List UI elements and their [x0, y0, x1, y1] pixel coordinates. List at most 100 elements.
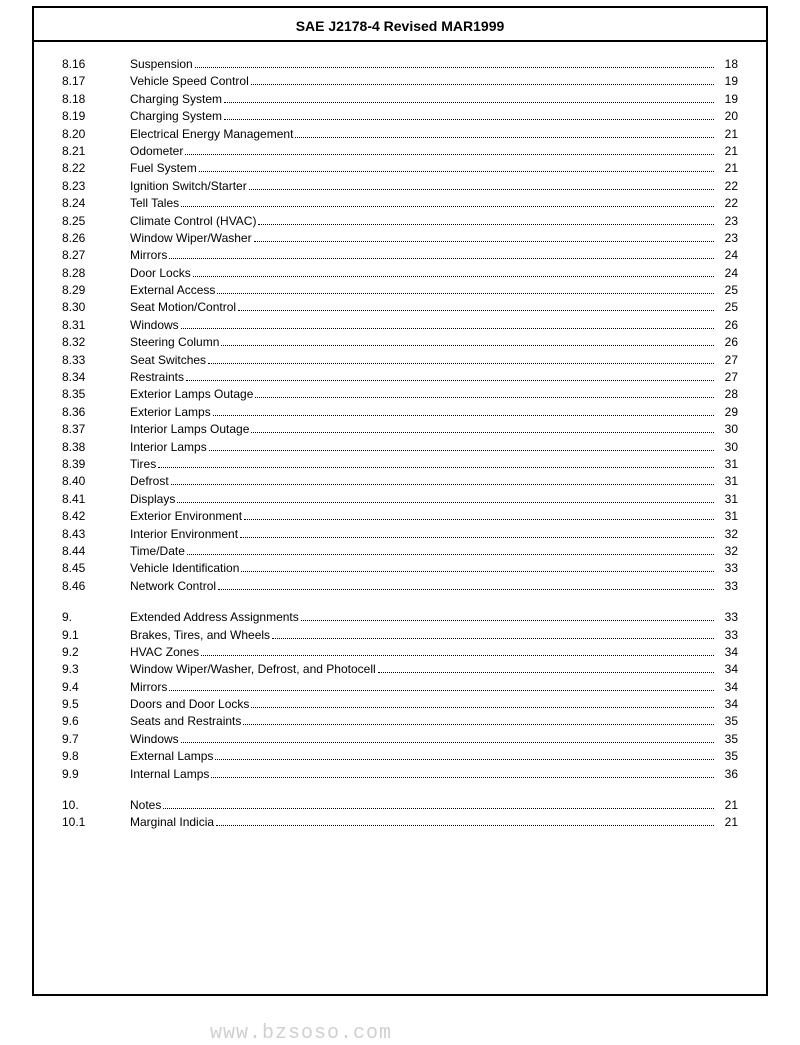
section-title: Interior Lamps Outage — [130, 421, 249, 438]
section-title: External Lamps — [130, 748, 213, 765]
toc-row: 8.45Vehicle Identification33 — [62, 560, 738, 577]
title-wrap: Exterior Lamps 29 — [130, 404, 738, 421]
leader-dots — [215, 750, 714, 760]
title-wrap: Doors and Door Locks34 — [130, 696, 738, 713]
section-title: Brakes, Tires, and Wheels — [130, 627, 270, 644]
leader-dots — [199, 162, 714, 172]
leader-dots — [255, 388, 714, 398]
leader-dots — [295, 128, 714, 138]
leader-dots — [301, 611, 714, 621]
section-title: Interior Environment — [130, 526, 238, 543]
page-number: 31 — [716, 473, 738, 490]
toc-row: 9.2HVAC Zones34 — [62, 644, 738, 661]
section-title: Exterior Lamps — [130, 404, 211, 421]
toc-row: 9.1Brakes, Tires, and Wheels33 — [62, 627, 738, 644]
section-title: Vehicle Identification — [130, 560, 239, 577]
leader-dots — [187, 545, 714, 555]
title-wrap: Suspension18 — [130, 56, 738, 73]
section-title: Displays — [130, 491, 175, 508]
leader-dots — [171, 475, 714, 485]
title-wrap: Displays 31 — [130, 491, 738, 508]
toc-row: 9.7Windows35 — [62, 731, 738, 748]
leader-dots — [217, 284, 714, 294]
leader-dots — [243, 715, 714, 725]
leader-dots — [238, 301, 714, 311]
title-wrap: Window Wiper/Washer23 — [130, 230, 738, 247]
leader-dots — [272, 629, 714, 639]
section-number: 8.23 — [62, 178, 130, 195]
toc-row: 8.34Restraints27 — [62, 369, 738, 386]
leader-dots — [251, 698, 714, 708]
title-wrap: Vehicle Identification33 — [130, 560, 738, 577]
toc-row: 8.30Seat Motion/Control25 — [62, 299, 738, 316]
section-number: 8.46 — [62, 578, 130, 595]
toc-row: 8.24Tell Tales22 — [62, 195, 738, 212]
leader-dots — [195, 58, 714, 68]
leader-dots — [249, 180, 714, 190]
page-number: 21 — [716, 797, 738, 814]
toc-row: 8.31Windows26 — [62, 317, 738, 334]
section-number: 8.16 — [62, 56, 130, 73]
section-title: Window Wiper/Washer, Defrost, and Photoc… — [130, 661, 376, 678]
leader-dots — [158, 458, 714, 468]
title-wrap: External Access 25 — [130, 282, 738, 299]
toc-row: 9.5Doors and Door Locks34 — [62, 696, 738, 713]
page-number: 27 — [716, 352, 738, 369]
section-number: 9.1 — [62, 627, 130, 644]
toc-row: 8.21Odometer21 — [62, 143, 738, 160]
title-wrap: Climate Control (HVAC)23 — [130, 213, 738, 230]
title-wrap: Marginal Indicia21 — [130, 814, 738, 831]
title-wrap: Odometer21 — [130, 143, 738, 160]
leader-dots — [177, 493, 714, 503]
title-wrap: Defrost 31 — [130, 473, 738, 490]
page-number: 27 — [716, 369, 738, 386]
title-wrap: Seat Switches27 — [130, 352, 738, 369]
page-number: 28 — [716, 386, 738, 403]
page-number: 33 — [716, 578, 738, 595]
section-gap — [62, 783, 738, 797]
title-wrap: Fuel System21 — [130, 160, 738, 177]
page-number: 31 — [716, 491, 738, 508]
leader-dots — [163, 799, 714, 809]
toc-row: 8.16Suspension18 — [62, 56, 738, 73]
title-wrap: Door Locks24 — [130, 265, 738, 282]
toc-row: 8.40Defrost31 — [62, 473, 738, 490]
section-title: Mirrors — [130, 679, 167, 696]
section-number: 8.17 — [62, 73, 130, 90]
section-number: 8.44 — [62, 543, 130, 560]
page-number: 22 — [716, 195, 738, 212]
title-wrap: Tell Tales22 — [130, 195, 738, 212]
toc-row: 8.44Time/Date32 — [62, 543, 738, 560]
toc-row: 8.32Steering Column26 — [62, 334, 738, 351]
page-number: 25 — [716, 282, 738, 299]
page-number: 35 — [716, 731, 738, 748]
title-wrap: External Lamps35 — [130, 748, 738, 765]
leader-dots — [254, 232, 714, 242]
leader-dots — [224, 93, 714, 103]
title-wrap: Windows26 — [130, 317, 738, 334]
section-number: 8.28 — [62, 265, 130, 282]
title-wrap: Mirrors34 — [130, 679, 738, 696]
toc-row: 8.28Door Locks24 — [62, 265, 738, 282]
leader-dots — [218, 580, 714, 590]
section-title: Defrost — [130, 473, 169, 490]
page-number: 31 — [716, 508, 738, 525]
toc-row: 9.8External Lamps35 — [62, 748, 738, 765]
section-title: Network Control — [130, 578, 216, 595]
page-number: 32 — [716, 543, 738, 560]
page-number: 30 — [716, 439, 738, 456]
section-title: Extended Address Assignments — [130, 609, 299, 626]
toc-row: 10.1Marginal Indicia21 — [62, 814, 738, 831]
page-number: 29 — [716, 404, 738, 421]
section-number: 8.22 — [62, 160, 130, 177]
toc-row: 8.25Climate Control (HVAC)23 — [62, 213, 738, 230]
section-number: 9.3 — [62, 661, 130, 678]
section-number: 8.19 — [62, 108, 130, 125]
title-wrap: Brakes, Tires, and Wheels33 — [130, 627, 738, 644]
toc-row: 8.36Exterior Lamps29 — [62, 404, 738, 421]
section-title: External Access — [130, 282, 215, 299]
title-wrap: Steering Column26 — [130, 334, 738, 351]
leader-dots — [193, 267, 714, 277]
toc-row: 8.17Vehicle Speed Control19 — [62, 73, 738, 90]
page-number: 24 — [716, 247, 738, 264]
